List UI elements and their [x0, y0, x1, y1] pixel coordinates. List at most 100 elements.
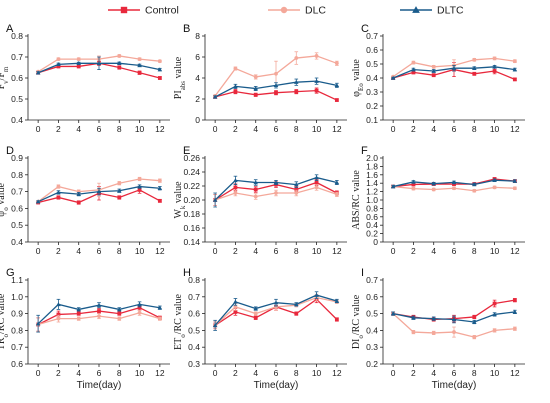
data-point: [492, 301, 497, 306]
y-tick-label: 0.7: [366, 275, 378, 285]
data-point: [157, 316, 162, 321]
data-point: [117, 181, 122, 186]
data-point: [512, 309, 518, 314]
y-axis-label: PIabs value: [173, 56, 187, 99]
panel-letter: A: [6, 23, 14, 35]
x-tick-label: 12: [155, 246, 165, 256]
data-point: [233, 185, 238, 190]
data-point: [274, 71, 278, 76]
x-tick-label: 6: [452, 246, 457, 256]
y-tick-label: 0.20: [183, 195, 200, 205]
y-tick-label: 0.16: [183, 223, 200, 233]
data-point: [314, 78, 319, 83]
data-point: [253, 194, 258, 199]
x-tick-label: 0: [213, 368, 218, 378]
series-dltc: [35, 184, 163, 204]
y-tick-label: 0.4: [366, 220, 378, 230]
x-tick-label: 8: [472, 246, 477, 256]
legend-label: Control: [145, 5, 179, 17]
data-point: [253, 311, 258, 316]
data-point: [35, 70, 41, 75]
data-point: [117, 188, 122, 193]
data-point: [157, 178, 162, 183]
data-point: [294, 182, 299, 187]
data-point: [233, 84, 238, 89]
series-dltc: [390, 177, 518, 189]
data-point: [431, 331, 436, 335]
panel-h: H 0.3 0.4 0.5 0.6 0.7 0.8 0 2 4 6 8 10 12 Time(day) ETo…: [173, 267, 347, 391]
data-point: [334, 98, 339, 102]
y-tick-label: 1.8: [366, 161, 378, 171]
data-point: [294, 302, 299, 307]
y-tick-label: 0.8: [366, 203, 378, 213]
y-axis-label: TRo/RC value: [0, 293, 10, 350]
y-tick-label: 0.22: [183, 181, 200, 191]
x-tick-label: 6: [97, 368, 102, 378]
x-axis-label: Time(day): [432, 380, 477, 391]
legend-label: DLC: [305, 5, 326, 17]
x-tick-label: 4: [431, 124, 436, 134]
data-point: [431, 187, 436, 192]
data-point: [253, 92, 258, 97]
x-tick-label: 0: [36, 368, 41, 378]
y-tick-label: 0: [195, 115, 200, 125]
y-tick-label: 0.8: [11, 325, 23, 335]
panel-a: A 0.4 0.5 0.6 0.7 0.8 0 2 4 6 8 10 12 Fv/Fm: [0, 23, 170, 134]
data-point: [76, 316, 81, 321]
data-point: [56, 316, 61, 321]
x-tick-label: 10: [312, 124, 322, 134]
data-point: [97, 314, 101, 319]
x-tick-label: 6: [97, 124, 102, 134]
x-tick-label: 10: [490, 246, 500, 256]
data-point: [117, 61, 122, 66]
marker-square: [120, 6, 128, 14]
data-point: [512, 59, 517, 64]
data-point: [431, 181, 436, 186]
data-point: [137, 70, 142, 75]
panel-i: I 0.2 0.3 0.4 0.5 0.6 0.7 0 2 4 6 8 10 12 Time(day) DIo…: [351, 267, 525, 391]
data-point: [117, 311, 122, 316]
data-point: [334, 192, 339, 197]
data-point: [274, 90, 278, 95]
data-point: [472, 188, 477, 193]
y-tick-label: 0.8: [188, 275, 200, 285]
series-dltc: [212, 77, 340, 99]
data-point: [253, 315, 258, 320]
x-tick-label: 4: [431, 368, 436, 378]
x-tick-label: 2: [233, 124, 238, 134]
legend-label: DLTC: [437, 5, 464, 17]
data-point: [472, 71, 477, 76]
data-point: [96, 189, 102, 194]
legend: Control DLC DLTC: [108, 5, 464, 17]
series-dltc: [390, 309, 518, 325]
data-point: [512, 77, 517, 82]
data-point: [472, 315, 477, 319]
data-point: [334, 298, 340, 303]
data-point: [472, 57, 477, 62]
data-point: [411, 67, 416, 72]
x-tick-label: 12: [155, 124, 165, 134]
data-point: [137, 305, 142, 310]
data-point: [334, 180, 340, 185]
data-point: [117, 316, 122, 321]
y-tick-label: 0.7: [188, 292, 200, 302]
data-point: [212, 323, 218, 328]
marker-circle: [280, 6, 288, 14]
data-point: [253, 86, 258, 91]
data-point: [56, 184, 61, 189]
data-point: [253, 187, 258, 192]
panel-letter: C: [361, 23, 369, 35]
x-tick-label: 2: [233, 368, 238, 378]
data-point: [294, 191, 299, 195]
data-point: [157, 198, 162, 203]
y-tick-label: 2.0: [366, 153, 378, 163]
series-control: [213, 87, 339, 102]
y-tick-label: 2: [195, 94, 200, 104]
data-point: [512, 67, 518, 72]
legend-entry-dltc: DLTC: [400, 5, 464, 17]
x-tick-label: 10: [135, 124, 145, 134]
data-point: [273, 180, 279, 185]
data-point: [137, 188, 142, 192]
x-tick-label: 8: [117, 246, 122, 256]
y-tick-label: 0.5: [366, 309, 378, 319]
